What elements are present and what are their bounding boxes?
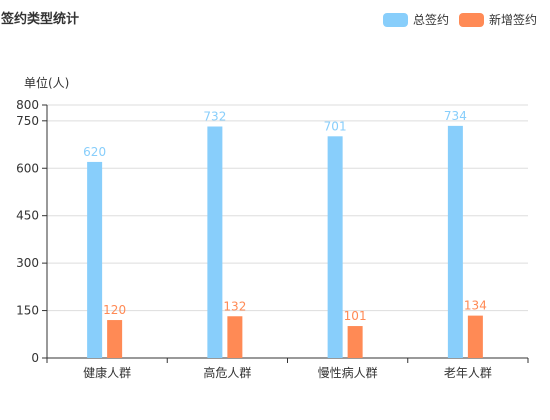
data-label-total: 701 <box>324 119 347 133</box>
legend-item-total[interactable]: 总签约 <box>382 11 449 28</box>
legend[interactable]: 总签约 新增签约 <box>382 11 537 28</box>
x-tick-label: 高危人群 <box>203 365 251 380</box>
data-label-total: 734 <box>444 109 467 123</box>
data-label-total: 732 <box>203 110 226 124</box>
bar-new <box>227 316 243 358</box>
y-tick-label: 800 <box>16 98 39 112</box>
data-label-new: 132 <box>223 299 246 313</box>
y-tick-label: 450 <box>16 209 39 223</box>
x-tick-label: 慢性病人群 <box>318 365 378 380</box>
data-label-new: 120 <box>103 303 126 317</box>
y-unit-label: 单位(人) <box>24 75 69 90</box>
y-tick-label: 150 <box>16 304 39 318</box>
bar-new <box>467 315 483 358</box>
y-tick-label: 0 <box>31 351 39 365</box>
bar-total <box>447 125 463 358</box>
y-tick-label: 600 <box>16 161 39 175</box>
y-tick-label: 750 <box>16 114 39 128</box>
bar-new <box>347 326 363 358</box>
data-label-total: 620 <box>83 145 106 159</box>
legend-item-new[interactable]: 新增签约 <box>458 11 537 28</box>
data-label-new: 101 <box>344 309 367 323</box>
legend-label-total: 总签约 <box>412 13 449 27</box>
bar-total <box>327 136 343 358</box>
data-label-new: 134 <box>464 299 487 313</box>
x-tick-label: 健康人群 <box>83 365 131 380</box>
legend-label-new: 新增签约 <box>488 13 537 27</box>
bar-total <box>87 161 103 358</box>
bar-total <box>207 126 223 358</box>
chart-title: 签约类型统计 <box>1 12 80 27</box>
bar-new <box>107 320 123 358</box>
x-tick-label: 老年人群 <box>444 366 492 380</box>
y-tick-label: 300 <box>16 256 39 270</box>
legend-swatch-total <box>382 12 408 27</box>
legend-swatch-new <box>458 12 484 27</box>
